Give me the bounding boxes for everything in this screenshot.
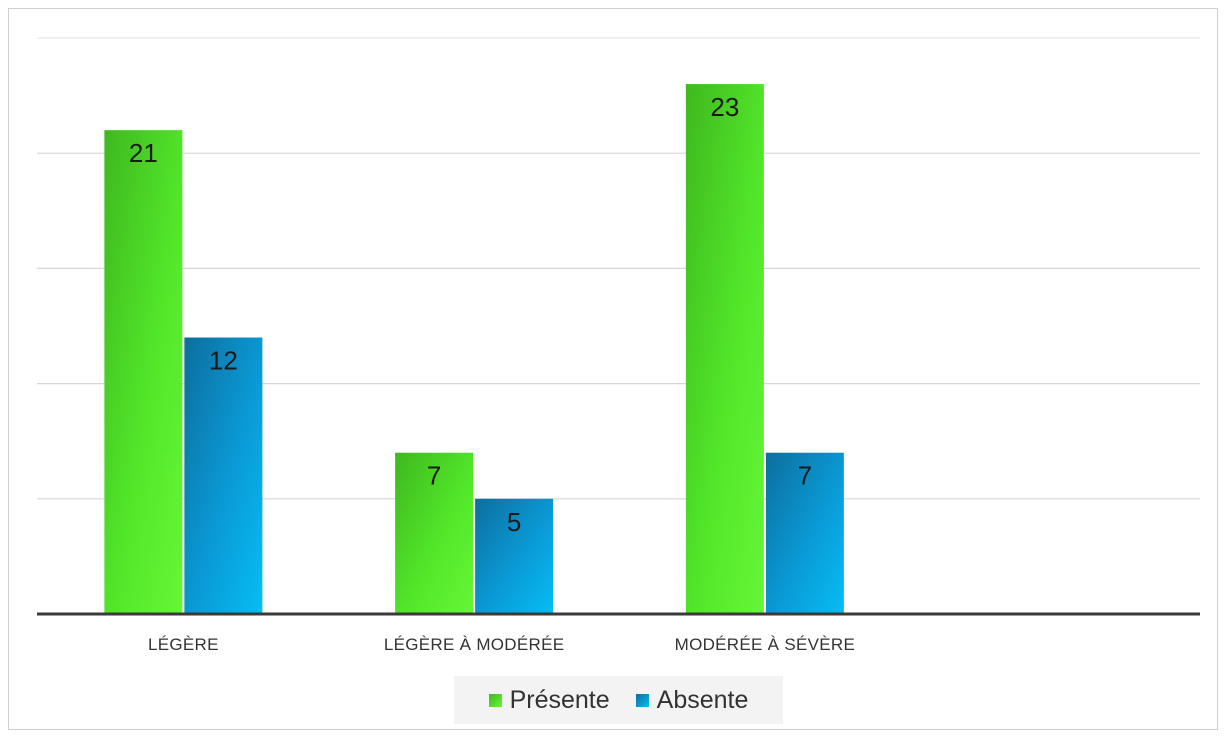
category-label-1: LÉGÈRE À MODÉRÉE (384, 635, 565, 654)
legend-item-presente: Présente (488, 685, 610, 715)
value-label-absente-2: 7 (798, 461, 812, 491)
legend-label-absente: Absente (656, 685, 749, 714)
legend-swatch-presente (488, 693, 502, 707)
bar-presente-1 (395, 452, 474, 614)
bar-presente-2 (685, 84, 764, 614)
bar-absente-0 (184, 337, 263, 614)
legend-swatch-absente (635, 693, 649, 707)
category-label-0: LÉGÈRE (148, 635, 219, 654)
value-label-presente-1: 7 (427, 461, 441, 491)
category-label-2: MODÉRÉE À SÉVÈRE (675, 635, 856, 654)
bar-absente-2 (765, 452, 844, 614)
value-label-presente-0: 21 (129, 138, 158, 168)
legend-item-absente: Absente (635, 685, 749, 715)
value-label-absente-1: 5 (507, 507, 521, 537)
value-label-presente-2: 23 (710, 92, 739, 122)
bar-absente-1 (475, 498, 554, 614)
category-labels: LÉGÈRE LÉGÈRE À MODÉRÉE MODÉRÉE À SÉVÈRE (148, 635, 855, 654)
value-labels: 21 12 7 5 23 7 (129, 92, 812, 537)
legend-label-presente: Présente (509, 685, 610, 714)
bar-presente-0 (104, 130, 183, 614)
value-label-absente-0: 12 (209, 346, 238, 376)
bars (104, 84, 844, 614)
legend: Présente Absente (454, 676, 783, 724)
